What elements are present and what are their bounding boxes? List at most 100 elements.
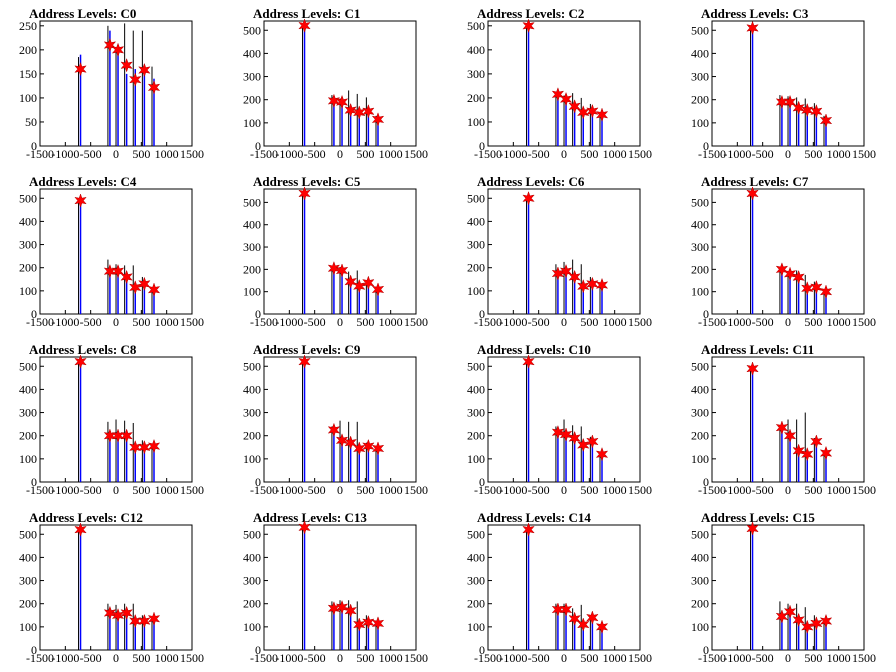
peak-marker	[298, 18, 311, 33]
x-tick-label: 500	[356, 651, 374, 665]
y-tick-label: 500	[691, 195, 709, 209]
x-tick-label: -500	[80, 147, 102, 161]
y-tick-label: 250	[19, 19, 37, 33]
y-tick-label: 0	[703, 307, 709, 321]
y-tick-label: 0	[703, 139, 709, 153]
peak-marker	[147, 611, 161, 627]
x-tick-label: -1000	[723, 147, 751, 161]
x-tick-label: 1500	[180, 147, 204, 161]
peak-marker	[362, 275, 375, 291]
chart-panel: Address Levels: C13 0 100 200 300 400 500 -1500…	[224, 504, 448, 672]
peak-marker	[74, 522, 87, 537]
peak-marker	[111, 42, 125, 58]
x-tick-label: 1500	[628, 651, 652, 665]
y-tick-label: 400	[19, 550, 37, 564]
peak-marker	[138, 613, 151, 629]
y-tick-label: 400	[243, 550, 261, 564]
peak-marker	[819, 445, 833, 461]
y-tick-label: 0	[31, 643, 37, 657]
peak-marker	[522, 522, 535, 537]
peak-marker	[800, 619, 814, 635]
x-tick-label: -500	[80, 315, 102, 329]
x-tick-label: 0	[561, 315, 567, 329]
peak-marker	[344, 274, 357, 289]
y-tick-label: 100	[19, 620, 37, 634]
chart-panel: Address Levels: C11 0 100 200 300 400 500 -1500…	[672, 336, 896, 504]
x-tick-label: 500	[356, 315, 374, 329]
x-tick-label: -1500	[26, 483, 54, 497]
x-tick-label: 1500	[180, 651, 204, 665]
x-tick-label: 1500	[628, 483, 652, 497]
x-tick-label: 0	[785, 315, 791, 329]
chart-svg: Address Levels: C30100200300400500-1500-…	[691, 6, 876, 161]
peak-marker	[775, 420, 789, 435]
peak-marker	[595, 619, 609, 635]
peak-marker	[344, 435, 357, 450]
peak-marker	[746, 186, 759, 201]
chart-title: Address Levels: C12	[29, 510, 143, 525]
y-tick-label: 300	[243, 406, 261, 420]
x-tick-label: -1500	[26, 651, 54, 665]
peak-marker	[783, 94, 797, 110]
y-tick-label: 500	[467, 359, 485, 373]
peak-marker	[120, 428, 133, 443]
peak-marker	[568, 611, 581, 627]
peak-marker	[819, 613, 833, 629]
peak-marker	[775, 94, 789, 110]
chart-title: Address Levels: C2	[477, 6, 584, 21]
x-tick-label: 500	[804, 147, 822, 161]
y-tick-label: 0	[703, 643, 709, 657]
y-tick-label: 200	[19, 429, 37, 443]
y-tick-label: 400	[243, 218, 261, 232]
x-tick-label: 1500	[628, 315, 652, 329]
y-tick-label: 500	[243, 195, 261, 209]
peak-marker	[128, 440, 142, 455]
x-tick-label: -1500	[698, 651, 726, 665]
x-tick-label: -500	[752, 147, 774, 161]
y-tick-label: 0	[479, 475, 485, 489]
y-tick-label: 300	[467, 406, 485, 420]
peak-marker	[568, 430, 581, 446]
x-tick-label: -1500	[250, 315, 278, 329]
x-tick-label: -500	[304, 147, 326, 161]
peak-marker	[327, 422, 341, 438]
x-tick-label: -500	[528, 483, 550, 497]
chart-title: Address Levels: C5	[253, 174, 361, 189]
x-tick-label: -1500	[698, 483, 726, 497]
x-tick-label: -1000	[51, 147, 79, 161]
peak-marker	[586, 434, 599, 449]
x-tick-label: -1000	[723, 651, 751, 665]
peak-marker	[746, 20, 759, 36]
x-tick-label: -1000	[275, 315, 303, 329]
chart-svg: Address Levels: C0 0 50 100 150 200 250 -1500-1…	[19, 6, 204, 161]
y-tick-label: 100	[243, 116, 261, 130]
y-tick-label: 400	[19, 382, 37, 396]
peak-marker	[775, 609, 789, 624]
peak-marker	[103, 428, 117, 443]
x-tick-label: 1000	[827, 147, 851, 161]
peak-marker	[371, 616, 385, 631]
y-tick-label: 300	[243, 70, 261, 84]
x-tick-label: 1000	[603, 483, 627, 497]
y-tick-label: 200	[691, 93, 709, 107]
y-tick-label: 100	[691, 620, 709, 634]
chart-svg: Address Levels: C50100200300400500-1500-…	[243, 174, 428, 329]
x-tick-label: -500	[752, 315, 774, 329]
y-tick-label: 500	[691, 527, 709, 541]
peak-marker	[298, 186, 311, 201]
peak-marker	[576, 617, 590, 632]
chart-svg: Address Levels: C70100200300400500-1500-…	[691, 174, 876, 329]
y-tick-label: 150	[19, 67, 37, 81]
chart-svg: Address Levels: C13 0 100 200 300 400 500 -1500…	[243, 510, 428, 665]
x-tick-label: -1500	[250, 651, 278, 665]
peak-marker	[335, 94, 349, 110]
y-tick-label: 200	[243, 93, 261, 107]
peak-marker	[800, 102, 814, 118]
peak-marker	[371, 282, 385, 297]
y-tick-label: 300	[19, 238, 37, 252]
peak-marker	[147, 282, 161, 297]
x-tick-label: 1500	[404, 315, 428, 329]
y-tick-label: 200	[467, 429, 485, 443]
x-tick-label: 0	[561, 147, 567, 161]
y-tick-label: 100	[19, 91, 37, 105]
